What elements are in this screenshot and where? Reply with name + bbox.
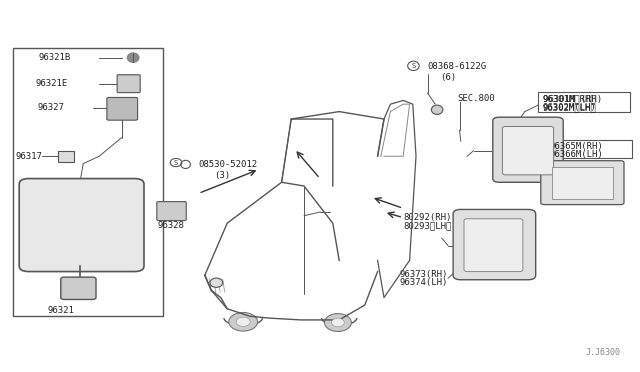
Text: 96365M(RH): 96365M(RH) — [549, 142, 603, 151]
Text: 96328: 96328 — [157, 221, 184, 230]
Text: S: S — [174, 160, 178, 166]
Bar — [538, 92, 630, 112]
Text: 96373(RH): 96373(RH) — [400, 270, 449, 279]
Text: 80293〈LH〉: 80293〈LH〉 — [403, 221, 452, 230]
Ellipse shape — [431, 105, 443, 115]
Text: 96321: 96321 — [48, 306, 75, 315]
FancyBboxPatch shape — [493, 117, 563, 182]
Text: 96317: 96317 — [16, 152, 43, 161]
Text: 96301M〈RH〉: 96301M〈RH〉 — [542, 94, 596, 103]
Ellipse shape — [229, 312, 257, 331]
Text: S: S — [412, 63, 415, 69]
Text: 96327: 96327 — [37, 103, 64, 112]
Text: 96301M (RH): 96301M (RH) — [543, 95, 602, 104]
Bar — [552, 167, 613, 199]
FancyBboxPatch shape — [464, 219, 523, 272]
Text: SEC.800: SEC.800 — [458, 94, 495, 103]
Text: (6): (6) — [440, 73, 456, 82]
Ellipse shape — [127, 53, 139, 62]
Ellipse shape — [236, 317, 250, 327]
Text: 96302M(LH): 96302M(LH) — [543, 103, 596, 112]
Ellipse shape — [210, 278, 223, 287]
Text: J.J6300: J.J6300 — [586, 348, 621, 357]
Bar — [545, 140, 632, 158]
FancyBboxPatch shape — [107, 97, 138, 120]
FancyBboxPatch shape — [117, 75, 140, 93]
Text: 08368-6122G: 08368-6122G — [428, 62, 486, 71]
FancyBboxPatch shape — [157, 202, 186, 221]
Text: 96374(LH): 96374(LH) — [400, 278, 449, 287]
Text: 80292(RH): 80292(RH) — [403, 213, 452, 222]
Bar — [58, 151, 74, 162]
FancyBboxPatch shape — [19, 179, 144, 272]
Text: 96302M〈LH〉: 96302M〈LH〉 — [542, 103, 596, 112]
FancyBboxPatch shape — [502, 126, 554, 175]
Ellipse shape — [324, 314, 351, 331]
FancyBboxPatch shape — [61, 277, 96, 299]
Text: 96321E: 96321E — [35, 79, 67, 88]
Text: 08530-52012: 08530-52012 — [198, 160, 257, 169]
Text: 96366M(LH): 96366M(LH) — [549, 150, 603, 159]
FancyBboxPatch shape — [541, 161, 624, 205]
Text: (3): (3) — [214, 171, 230, 180]
FancyBboxPatch shape — [453, 209, 536, 280]
Text: 96321B: 96321B — [38, 53, 70, 62]
Bar — [13, 48, 163, 316]
Ellipse shape — [332, 318, 344, 327]
